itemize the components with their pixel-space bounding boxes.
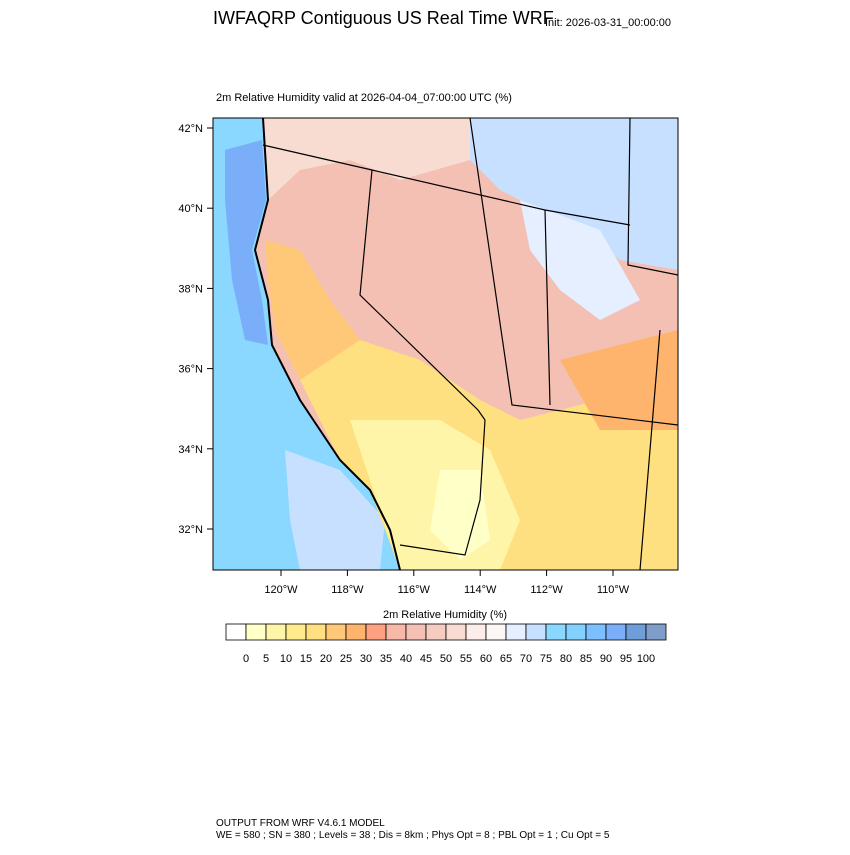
colorbar-box (225, 623, 247, 641)
colorbar-label: 90 (600, 653, 612, 665)
colorbar-label: 75 (540, 653, 552, 665)
colorbar-box (385, 623, 407, 641)
lat-tick-label: 36°N (178, 364, 203, 376)
lon-tick-label: 120°W (264, 584, 298, 596)
footer-line: WE = 580 ; SN = 380 ; Levels = 38 ; Dis … (216, 830, 610, 841)
colorbar-box (245, 623, 267, 641)
colorbar-box (585, 623, 607, 641)
colorbar-label: 80 (560, 653, 572, 665)
title: IWFAQRP Contiguous US Real Time WRF (213, 8, 554, 28)
lon-tick-label: 110°W (597, 584, 630, 596)
colorbar-label: 20 (320, 653, 332, 665)
colorbar-box (445, 623, 467, 641)
colorbar-box (425, 623, 447, 641)
colorbar-box (605, 623, 627, 641)
subtitle: 2m Relative Humidity valid at 2026-04-04… (216, 92, 512, 104)
colorbar-box (525, 623, 547, 641)
colorbar-label: 100 (637, 653, 655, 665)
colorbar-label: 15 (300, 653, 312, 665)
lon-tick-label: 114°W (464, 584, 497, 596)
lat-tick-label: 32°N (178, 524, 203, 536)
colorbar-label: 85 (580, 653, 592, 665)
lat-tick-label: 40°N (178, 203, 203, 215)
colorbar-label: 65 (500, 653, 512, 665)
colorbar-label: 25 (340, 653, 352, 665)
colorbar-box (625, 623, 647, 641)
colorbar-label: 10 (280, 653, 292, 665)
colorbar-box (305, 623, 327, 641)
map (213, 118, 678, 570)
lat-tick-label: 34°N (178, 444, 203, 456)
colorbar-box (325, 623, 347, 641)
colorbar-box (565, 623, 587, 641)
colorbar-label: 5 (263, 653, 269, 665)
colorbar-box (345, 623, 367, 641)
lat-tick-label: 42°N (178, 123, 203, 135)
colorbar-box (485, 623, 507, 641)
colorbar-label: 55 (460, 653, 472, 665)
colorbar-label: 0 (243, 653, 249, 665)
colorbar-title: 2m Relative Humidity (%) (383, 609, 507, 621)
colorbar-box (265, 623, 287, 641)
colorbar-box (505, 623, 527, 641)
colorbar-box (285, 623, 307, 641)
colorbar-label: 60 (480, 653, 492, 665)
colorbar-label: 50 (440, 653, 452, 665)
colorbar-label: 95 (620, 653, 632, 665)
colorbar-box (645, 623, 667, 641)
colorbar-box (405, 623, 427, 641)
lon-tick-label: 118°W (331, 584, 364, 596)
colorbar-label: 70 (520, 653, 532, 665)
colorbar-label: 30 (360, 653, 372, 665)
footer-line: OUTPUT FROM WRF V4.6.1 MODEL (216, 818, 385, 829)
lon-tick-label: 116°W (398, 584, 431, 596)
lon-tick-label: 112°W (530, 584, 563, 596)
colorbar-box (465, 623, 487, 641)
colorbar-label: 45 (420, 653, 432, 665)
colorbar-box (545, 623, 567, 641)
init-time: Init: 2026-03-31_00:00:00 (545, 17, 671, 29)
map-frame (212, 117, 679, 571)
colorbar-label: 40 (400, 653, 412, 665)
colorbar-box (365, 623, 387, 641)
lat-tick-label: 38°N (178, 283, 203, 295)
colorbar-label: 35 (380, 653, 392, 665)
